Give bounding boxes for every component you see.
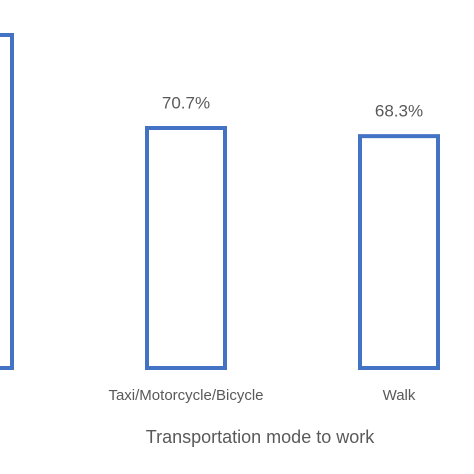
bar [0, 32, 14, 370]
x-tick-label: Walk [383, 387, 416, 404]
bar [358, 134, 440, 370]
bar [145, 126, 227, 370]
value-label: 70.7% [162, 93, 210, 112]
value-label: 68.3% [375, 102, 423, 121]
x-tick-label: Taxi/Motorcycle/Bicycle [108, 387, 263, 404]
x-axis-title: Transportation mode to work [146, 427, 375, 447]
